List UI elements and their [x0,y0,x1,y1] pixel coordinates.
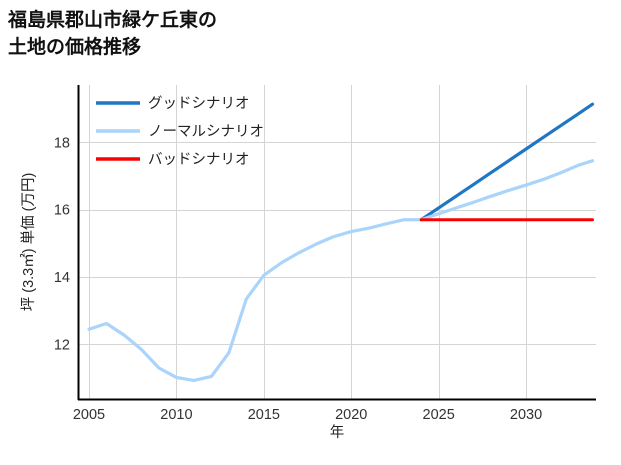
gridlines [78,85,596,400]
legend-label-バッドシナリオ: バッドシナリオ [148,152,250,168]
x-tick-label: 2010 [160,407,192,423]
y-axis-title: 坪 (3.3㎡) 単価 (万円) [20,173,37,312]
legend-label-グッドシナリオ: グッドシナリオ [148,95,250,112]
x-tick-label: 2025 [423,407,455,423]
page-title: 福島県郡山市緑ケ丘東の 土地の価格推移 [8,10,218,58]
x-axis-title: 年 [330,424,345,441]
y-axis-tick-labels: 12 14 16 18 [54,135,70,353]
y-tick-label: 16 [54,203,70,219]
legend-label-ノーマルシナリオ: ノーマルシナリオ [148,124,264,140]
y-tick-label: 14 [54,270,70,286]
axis-spines [77,85,596,401]
series-line-ノーマルシナリオ [87,159,595,383]
series-line-グッドシナリオ [419,102,595,222]
y-tick-label: 12 [54,337,70,353]
x-tick-label: 2015 [248,407,280,423]
series-lines [87,102,595,383]
y-tick-label: 18 [54,135,70,151]
x-axis-tick-labels: 2005 2010 2015 2020 2025 2030 [73,407,542,423]
x-tick-label: 2005 [73,407,105,423]
x-tick-label: 2020 [335,407,367,423]
x-tick-label: 2030 [510,407,542,423]
